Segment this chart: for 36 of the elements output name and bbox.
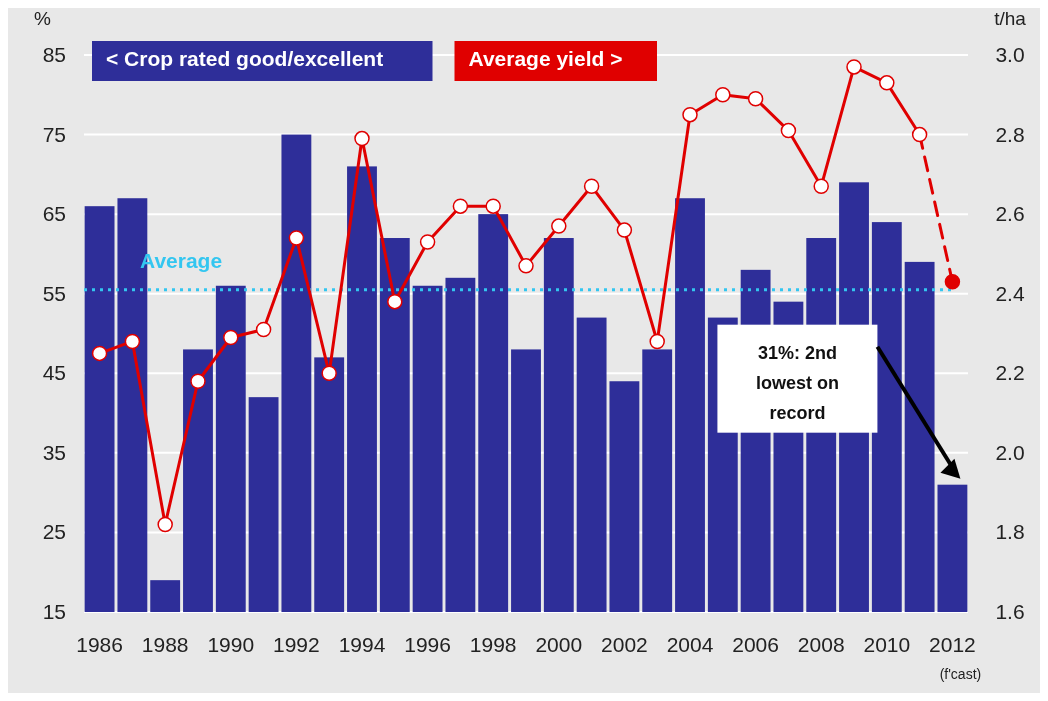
y-tick-label: 55 [42, 281, 66, 305]
y-tick-label: 65 [42, 202, 66, 226]
x-tick-label: 2008 [797, 633, 845, 656]
x-tick-label: 1992 [273, 633, 320, 656]
x-tick-label: 2002 [601, 633, 648, 656]
x-tick-label: 1990 [207, 633, 255, 656]
y2-axis-title: t/ha [994, 8, 1027, 29]
y2-tick-label: 3.0 [995, 43, 1025, 66]
y-axis-title: % [34, 8, 51, 29]
x-tick-label: 1998 [469, 633, 517, 656]
x-tick-label: 1988 [141, 633, 189, 656]
y-tick-label: 15 [42, 600, 66, 623]
y2-tick-label: 1.6 [995, 600, 1025, 623]
y2-tick-label: 2.0 [995, 440, 1025, 464]
y-tick-label: 35 [42, 440, 66, 464]
x-tick-label: 1996 [404, 633, 451, 656]
x-tick-label: 1986 [76, 633, 123, 656]
annotation: 31%: 2nd lowest on record [755, 342, 839, 423]
y2-tick-label: 2.8 [995, 122, 1025, 146]
x-tick-label: 2000 [535, 633, 583, 656]
x-tick-label: 2010 [863, 633, 911, 656]
y2-tick-label: 2.2 [995, 361, 1025, 385]
x-tick-label: 2004 [666, 633, 714, 656]
y-tick-label: 85 [42, 43, 66, 66]
x-tick-label: 2012 [929, 633, 976, 656]
y-tick-label: 25 [42, 520, 66, 544]
y2-tick-label: 2.6 [995, 202, 1025, 226]
text: Average yield > [468, 47, 623, 70]
x-tick-label: 2006 [732, 633, 779, 656]
y2-tick-label: 1.8 [995, 520, 1025, 544]
y-tick-label: 45 [42, 361, 66, 385]
y2-tick-label: 2.4 [995, 281, 1025, 305]
y-tick-label: 75 [42, 122, 66, 146]
text: (f'cast) [939, 666, 982, 682]
x-tick-label: 1994 [338, 633, 386, 656]
text: < Crop rated good/excellent [106, 47, 384, 70]
